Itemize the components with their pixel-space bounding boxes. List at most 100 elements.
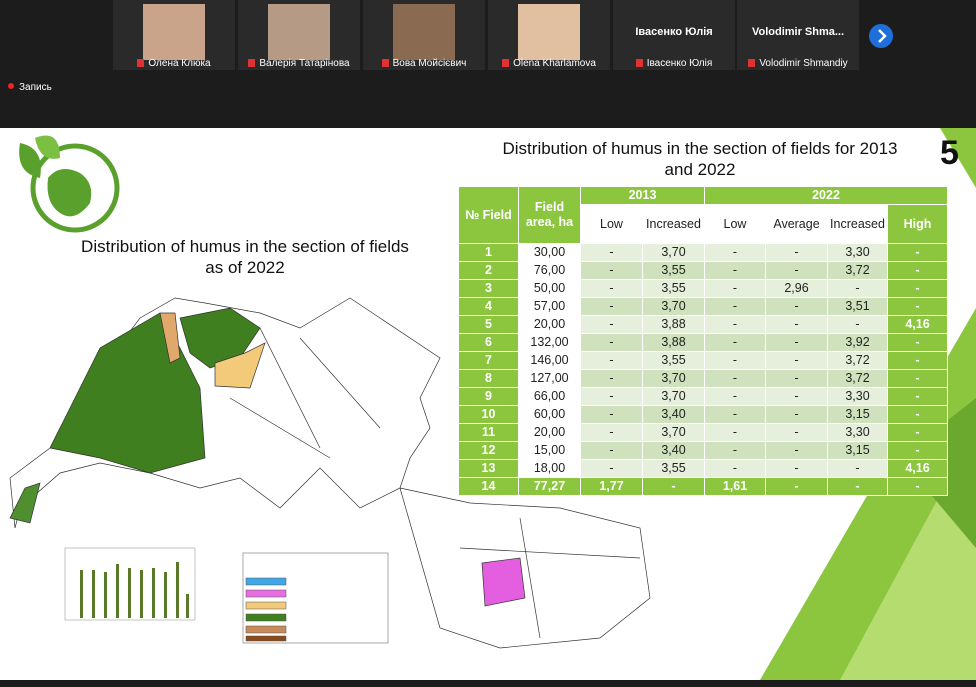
table-cell: -: [765, 297, 828, 316]
table-cell: 8: [458, 369, 519, 388]
table-cell: -: [580, 315, 643, 334]
map-legend: [242, 552, 389, 644]
table-cell: 3,88: [642, 315, 705, 334]
header-cell: 2013: [580, 186, 705, 205]
table-cell: -: [887, 405, 948, 424]
table-cell: -: [704, 333, 766, 352]
field-map: [9, 297, 651, 649]
table-row: 3 50,00-3,55-2,96- -: [458, 279, 948, 298]
table-cell: 30,00: [518, 243, 581, 262]
mini-bar-chart: [64, 547, 196, 621]
table-cell: -: [887, 261, 948, 280]
table-cell: 3,30: [827, 243, 888, 262]
table-cell: -: [827, 459, 888, 478]
table-cell: 3,55: [642, 459, 705, 478]
table-cell: -: [580, 369, 643, 388]
table-row: 2 76,00-3,55- -3,72-: [458, 261, 948, 280]
table-cell: 2,96: [765, 279, 828, 298]
table-cell: -: [887, 279, 948, 298]
header-cell: High: [887, 204, 948, 244]
table-cell: 3,15: [827, 405, 888, 424]
table-cell: -: [704, 279, 766, 298]
table-cell: 3,88: [642, 333, 705, 352]
table-cell: -: [827, 477, 888, 496]
table-cell: -: [827, 315, 888, 334]
table-cell: 3,72: [827, 261, 888, 280]
table-row: 11 20,00-3,70- -3,30-: [458, 423, 948, 442]
table-cell: -: [827, 279, 888, 298]
table-cell: 12: [458, 441, 519, 460]
table-cell: -: [580, 459, 643, 478]
table-cell: 3,70: [642, 297, 705, 316]
table-cell: -: [704, 261, 766, 280]
table-cell: 3,51: [827, 297, 888, 316]
table-row: 10 60,00-3,40- -3,15-: [458, 405, 948, 424]
table-cell: 1: [458, 243, 519, 262]
table-cell: 7: [458, 351, 519, 370]
table-cell: -: [580, 441, 643, 460]
recording-indicator: Запись: [8, 82, 52, 93]
table-cell: 3,55: [642, 279, 705, 298]
table-cell: -: [887, 351, 948, 370]
header-cell: Average: [765, 204, 828, 244]
participant-tile: Вова Мойсієвич: [363, 0, 485, 70]
table-cell: -: [580, 333, 643, 352]
header-cell: Field area, ha: [518, 186, 581, 244]
table-cell: 3: [458, 279, 519, 298]
table-cell: 13: [458, 459, 519, 478]
table-cell: 4,16: [887, 459, 948, 478]
table-cell: 3,92: [827, 333, 888, 352]
table-cell: -: [887, 423, 948, 442]
participant-video: [393, 4, 455, 60]
table-cell: -: [887, 477, 948, 496]
slide-title: Distribution of humus in the section of …: [502, 139, 898, 179]
table-cell: 3,70: [642, 423, 705, 442]
table-row: 1 30,00-3,70- -3,30-: [458, 243, 948, 262]
table-row: 8 127,00-3,70- -3,72-: [458, 369, 948, 388]
table-cell: -: [887, 333, 948, 352]
table-cell: -: [765, 261, 828, 280]
table-cell: 4,16: [887, 315, 948, 334]
table-cell: -: [642, 477, 705, 496]
table-row: 5 20,00-3,88- - -4,16: [458, 315, 948, 334]
shared-slide: Distribution of humus in the section of …: [0, 128, 976, 680]
table-cell: -: [704, 351, 766, 370]
table-cell: -: [580, 279, 643, 298]
table-cell: -: [887, 297, 948, 316]
earth-logo: [19, 135, 120, 233]
next-page-button[interactable]: [869, 24, 893, 48]
table-cell: 132,00: [518, 333, 581, 352]
table-cell: 3,70: [642, 387, 705, 406]
table-cell: 3,55: [642, 261, 705, 280]
table-cell: -: [580, 351, 643, 370]
table-row: 9 66,00-3,70- -3,30-: [458, 387, 948, 406]
table-cell: -: [580, 243, 643, 262]
table-cell: 4: [458, 297, 519, 316]
header-cell: Increased: [827, 204, 888, 244]
table-cell: -: [765, 441, 828, 460]
table-cell: -: [704, 369, 766, 388]
table-cell: -: [704, 297, 766, 316]
participant-tile: Volodimir Shma... Volodimir Shmandiy: [737, 0, 859, 70]
table-cell: -: [580, 405, 643, 424]
table-row: 12 15,00-3,40- -3,15-: [458, 441, 948, 460]
table-cell: 6: [458, 333, 519, 352]
table-row: 6 132,00-3,88- -3,92-: [458, 333, 948, 352]
header-cell: Low: [704, 204, 766, 244]
table-cell: 3,15: [827, 441, 888, 460]
header-cell: Increased: [642, 204, 705, 244]
slide-number: 5: [940, 134, 959, 172]
participant-name: Вова Мойсієвич: [363, 58, 485, 69]
table-cell: 66,00: [518, 387, 581, 406]
participant-name: Olena Kharlamova: [488, 58, 610, 69]
table-cell: 57,00: [518, 297, 581, 316]
table-cell: 60,00: [518, 405, 581, 424]
table-cell: 50,00: [518, 279, 581, 298]
table-row: 7 146,00-3,55- -3,72-: [458, 351, 948, 370]
table-cell: -: [765, 423, 828, 442]
table-cell: -: [765, 387, 828, 406]
table-cell: 18,00: [518, 459, 581, 478]
table-cell: 3,72: [827, 351, 888, 370]
table-cell: 146,00: [518, 351, 581, 370]
